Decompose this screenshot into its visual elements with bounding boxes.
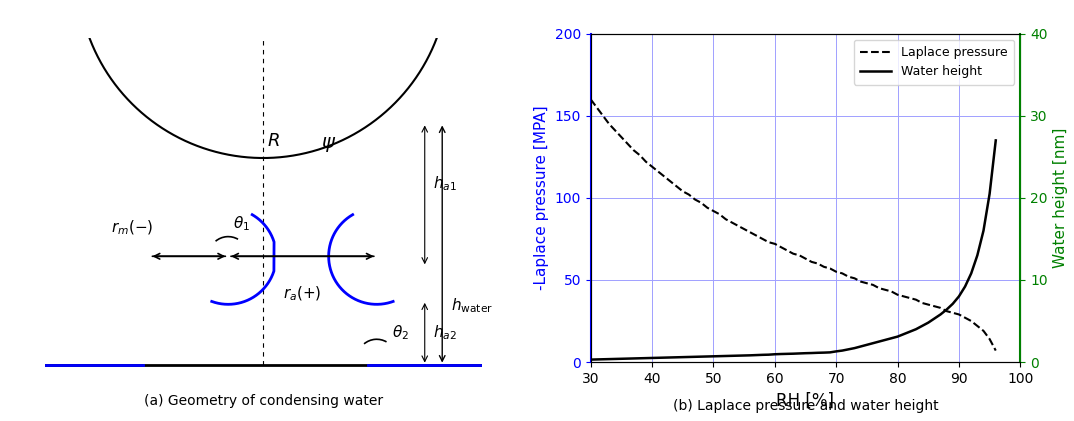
Text: $h_{a2}$: $h_{a2}$: [434, 323, 458, 342]
Laplace pressure: [584, 97, 597, 102]
Laplace pressure: [677, 189, 690, 194]
Water height: [750, 352, 763, 357]
Laplace pressure: [964, 318, 977, 323]
Water height: [989, 138, 1002, 143]
Text: $\theta_2$: $\theta_2$: [392, 323, 409, 342]
X-axis label: RH [%]: RH [%]: [777, 392, 834, 409]
Water height: [677, 354, 690, 360]
Water height: [768, 352, 781, 357]
Laplace pressure: [989, 348, 1002, 353]
Laplace pressure: [768, 241, 781, 246]
Laplace pressure: [645, 164, 658, 169]
Water height: [584, 357, 597, 362]
Text: (b) Laplace pressure and water height: (b) Laplace pressure and water height: [672, 399, 939, 413]
Water height: [964, 271, 977, 276]
Text: R: R: [267, 131, 280, 149]
Text: $r_m(-)$: $r_m(-)$: [111, 218, 154, 237]
Text: $h_{\rm water}$: $h_{\rm water}$: [451, 296, 493, 314]
Water height: [645, 355, 658, 360]
Line: Laplace pressure: Laplace pressure: [591, 99, 996, 351]
Laplace pressure: [891, 292, 904, 297]
Y-axis label: Water height [nm]: Water height [nm]: [1054, 128, 1069, 268]
Text: $\theta_1$: $\theta_1$: [233, 214, 250, 233]
Legend: Laplace pressure, Water height: Laplace pressure, Water height: [854, 40, 1014, 85]
Water height: [891, 334, 904, 339]
Text: $h_{a1}$: $h_{a1}$: [434, 175, 458, 193]
Text: (a) Geometry of condensing water: (a) Geometry of condensing water: [144, 394, 382, 408]
Text: $\psi$: $\psi$: [321, 136, 336, 155]
Line: Water height: Water height: [591, 141, 996, 360]
Y-axis label: -Laplace pressure [MPA]: -Laplace pressure [MPA]: [534, 106, 549, 290]
Text: $r_a(+)$: $r_a(+)$: [284, 284, 322, 303]
Laplace pressure: [750, 233, 763, 238]
